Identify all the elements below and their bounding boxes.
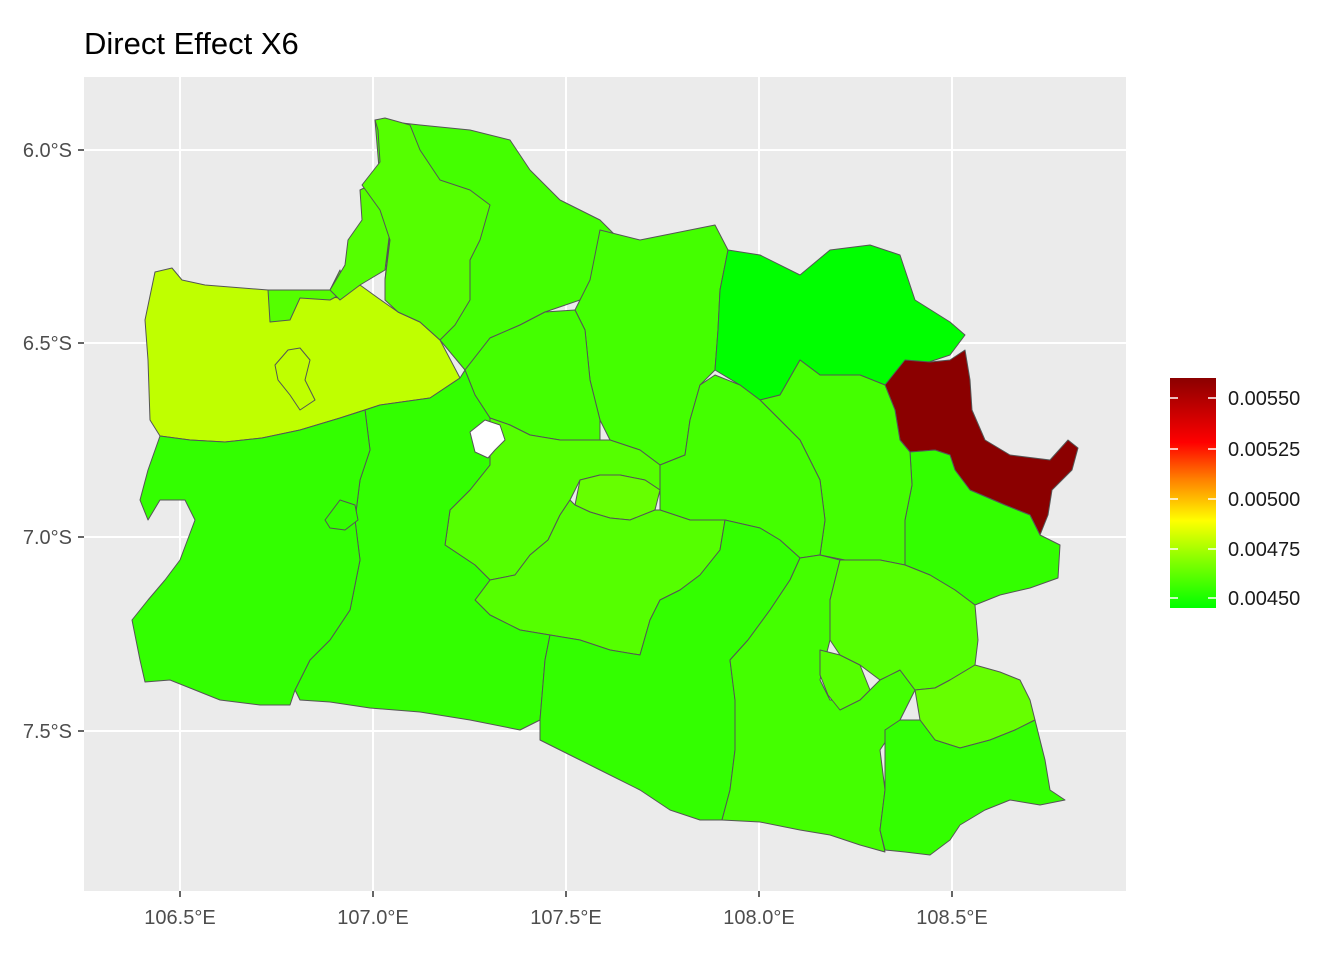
x-tick-label: 107.0°E [337, 907, 408, 929]
region-jakarta [469, 419, 506, 459]
y-tick-label: 7.5°S [23, 721, 72, 743]
legend-label: 0.00525 [1228, 439, 1300, 461]
x-tick-label: 107.5°E [530, 907, 601, 929]
x-tick-label: 108.5°E [916, 907, 987, 929]
regions [131, 117, 1079, 856]
region-sukabumi-city [324, 499, 359, 531]
region-pangandaran [879, 719, 1066, 856]
x-axis: 106.5°E 107.0°E 107.5°E 108.0°E 108.5°E [144, 891, 988, 929]
region-sukabumi [131, 409, 371, 706]
y-axis: 6.0°S 6.5°S 7.0°S 7.5°S [23, 140, 84, 743]
legend-label: 0.00500 [1228, 489, 1300, 511]
legend-label: 0.00450 [1228, 588, 1300, 610]
legend-label: 0.00550 [1228, 388, 1300, 410]
region-bogor-south-enclave [274, 347, 316, 411]
legend-label: 0.00475 [1228, 539, 1300, 561]
x-tick-label: 108.0°E [723, 907, 794, 929]
region-karawang-top [361, 117, 491, 341]
map-title: Direct Effect X6 [84, 26, 299, 61]
legend-colorbar [1170, 378, 1216, 608]
y-tick-label: 6.5°S [23, 333, 72, 355]
y-tick-label: 6.0°S [23, 140, 72, 162]
x-tick-label: 106.5°E [144, 907, 215, 929]
y-tick-label: 7.0°S [23, 527, 72, 549]
legend: 0.00550 0.00525 0.00500 0.00475 0.00450 [1170, 378, 1300, 610]
region-bekasi-west [267, 269, 346, 323]
